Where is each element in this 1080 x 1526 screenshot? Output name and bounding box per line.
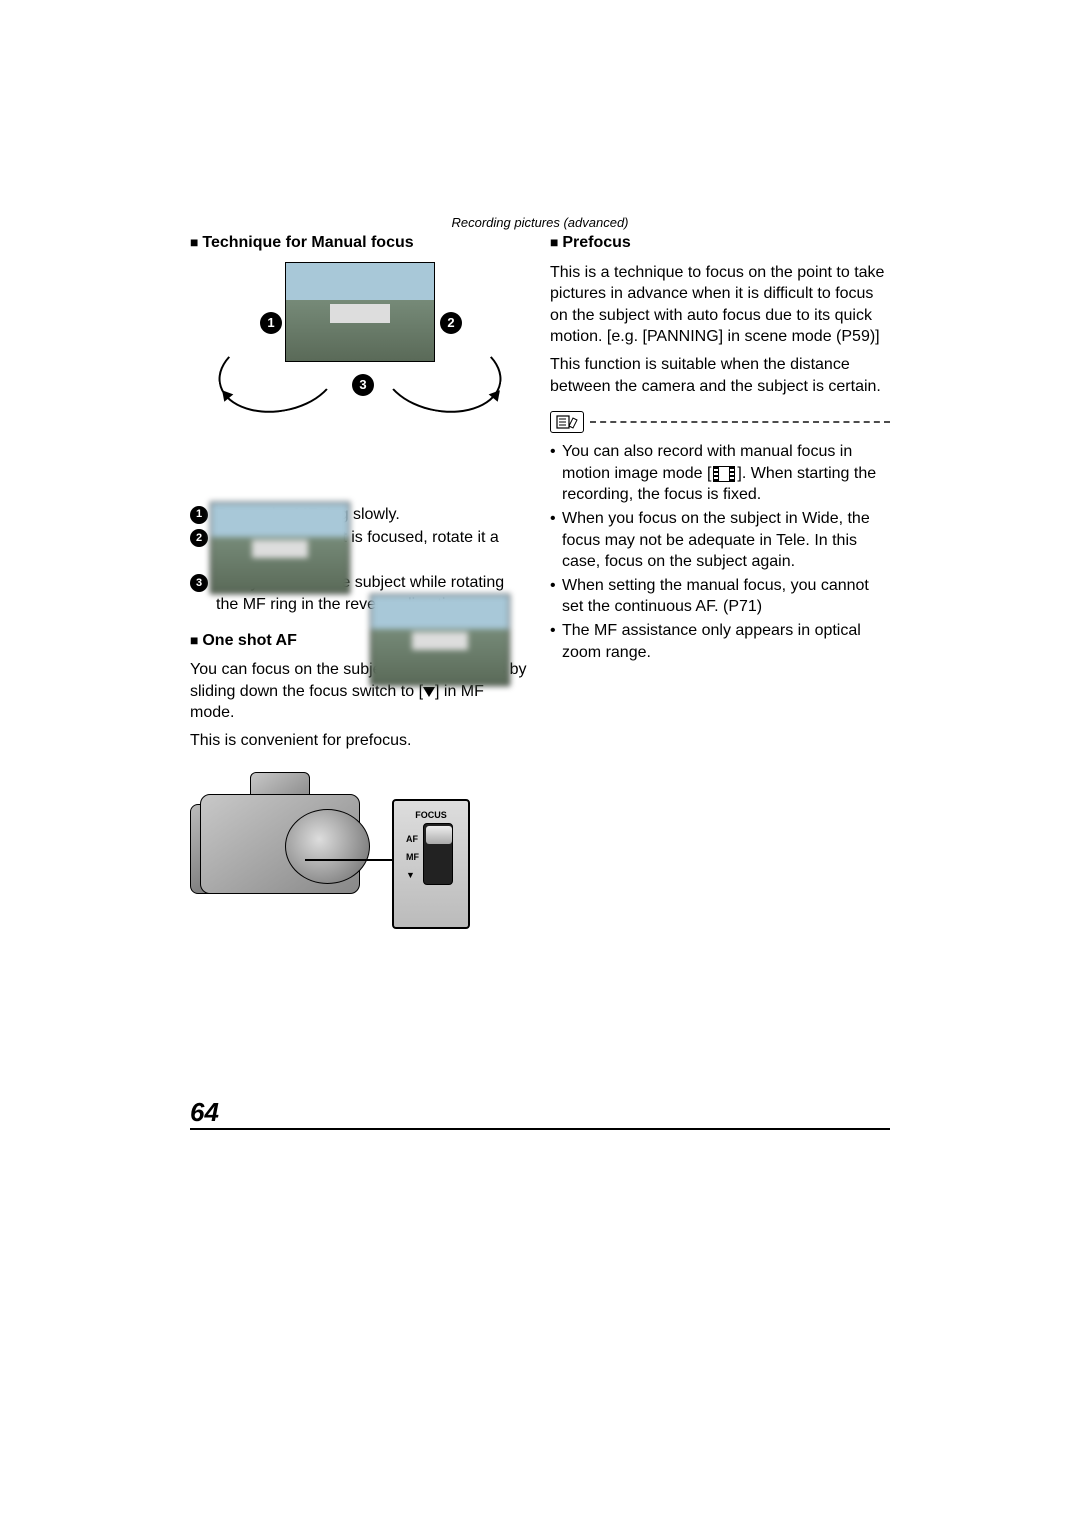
focus-switch-panel: FOCUS AF MF ▼ — [392, 799, 470, 929]
note-divider — [550, 411, 890, 433]
focus-label: FOCUS — [415, 809, 447, 821]
switch-labels: AF MF ▼ — [406, 830, 419, 884]
page-rule — [190, 1128, 890, 1130]
switch-knob — [426, 826, 452, 844]
note-4: The MF assistance only appears in optica… — [550, 620, 890, 663]
callout-2: 2 — [440, 312, 462, 334]
note-1: You can also record with manual focus in… — [550, 441, 890, 506]
page: Recording pictures (advanced) Technique … — [0, 0, 1080, 1526]
section-prefocus-title: Prefocus — [550, 232, 890, 254]
content-columns: Technique for Manual focus 1 2 3 1 Rotat… — [190, 232, 890, 944]
callout-1: 1 — [260, 312, 282, 334]
running-head: Recording pictures (advanced) — [0, 215, 1080, 230]
label-mf: MF — [406, 848, 419, 866]
callout-line — [305, 859, 397, 861]
mf-photo-blur-right — [370, 594, 510, 686]
section-technique-title: Technique for Manual focus — [190, 232, 530, 254]
oneshot-para-2: This is convenient for prefocus. — [190, 730, 530, 752]
callout-3: 3 — [352, 374, 374, 396]
notes-list: You can also record with manual focus in… — [550, 441, 890, 663]
page-number: 64 — [190, 1097, 219, 1128]
label-af: AF — [406, 830, 419, 848]
switch-slot: AF MF ▼ — [423, 823, 453, 885]
mf-photo-blur-left — [210, 502, 350, 594]
left-column: Technique for Manual focus 1 2 3 1 Rotat… — [190, 232, 530, 944]
dash-line — [590, 421, 890, 423]
note-icon — [550, 411, 584, 433]
manual-focus-figure: 1 2 3 — [210, 262, 510, 492]
prefocus-para-1: This is a technique to focus on the poin… — [550, 262, 890, 348]
right-column: Prefocus This is a technique to focus on… — [550, 232, 890, 944]
note-3: When setting the manual focus, you canno… — [550, 575, 890, 618]
down-triangle-icon — [423, 687, 435, 697]
step-num-2: 2 — [190, 529, 208, 547]
camera-figure: FOCUS AF MF ▼ — [190, 764, 470, 944]
step-num-3: 3 — [190, 574, 208, 592]
prefocus-para-2: This function is suitable when the dista… — [550, 354, 890, 397]
label-down: ▼ — [406, 866, 419, 884]
step-num-1: 1 — [190, 506, 208, 524]
camera-lens — [285, 809, 370, 884]
note-2: When you focus on the subject in Wide, t… — [550, 508, 890, 573]
film-icon — [713, 466, 735, 482]
